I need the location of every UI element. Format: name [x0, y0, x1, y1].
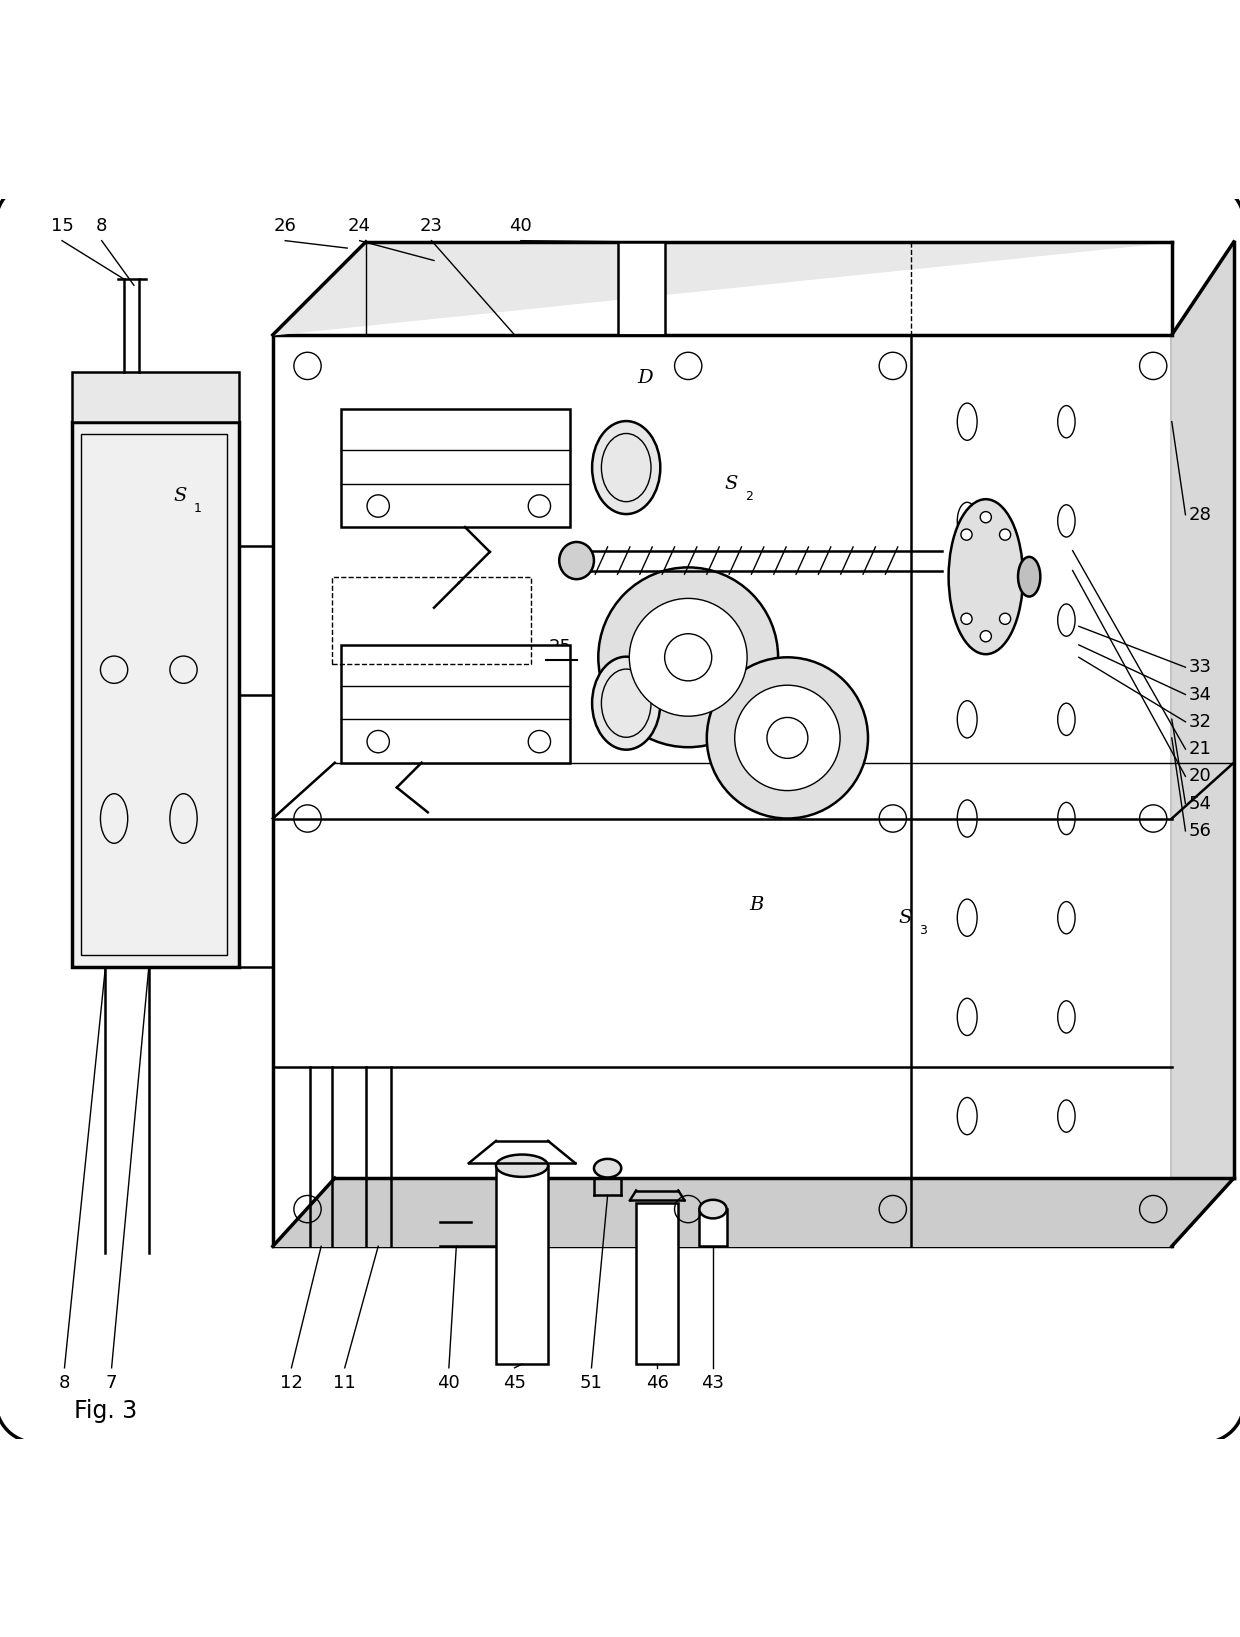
Text: 28: 28 [1189, 506, 1211, 524]
Ellipse shape [367, 494, 389, 517]
Polygon shape [1172, 242, 1234, 1246]
Text: 54: 54 [1189, 794, 1211, 812]
Ellipse shape [593, 656, 661, 750]
Bar [341, 409, 570, 527]
Text: 51: 51 [580, 1373, 603, 1391]
Bar [496, 1166, 548, 1364]
Bar [618, 242, 665, 336]
Text: D: D [637, 370, 652, 388]
Text: 15: 15 [51, 216, 73, 234]
Text: S: S [899, 909, 911, 927]
Bar [332, 576, 531, 663]
Text: S: S [174, 488, 186, 506]
Text: Fig. 3: Fig. 3 [74, 1400, 138, 1423]
Ellipse shape [1018, 557, 1040, 596]
Text: 45: 45 [503, 1373, 526, 1391]
Text: B: B [749, 897, 764, 915]
Text: 40: 40 [510, 216, 532, 234]
Polygon shape [273, 1179, 1234, 1246]
Text: 34: 34 [1189, 686, 1211, 704]
Text: 8: 8 [58, 1373, 71, 1391]
Ellipse shape [949, 499, 1023, 655]
Ellipse shape [980, 512, 992, 522]
Ellipse shape [528, 494, 551, 517]
Ellipse shape [528, 730, 551, 753]
Text: 40: 40 [438, 1373, 460, 1391]
Ellipse shape [961, 529, 972, 540]
Ellipse shape [496, 1154, 548, 1177]
Text: 56: 56 [1189, 822, 1211, 840]
Ellipse shape [559, 542, 594, 579]
Bar [273, 336, 1172, 1246]
Text: 23: 23 [420, 216, 443, 234]
Bar [72, 372, 239, 422]
Text: 7: 7 [105, 1373, 118, 1391]
Bar [341, 645, 570, 763]
Text: 32: 32 [1189, 712, 1211, 730]
Text: 21: 21 [1189, 740, 1211, 758]
Text: 12: 12 [280, 1373, 303, 1391]
Bar [72, 422, 239, 967]
Ellipse shape [999, 529, 1011, 540]
Text: 20: 20 [1189, 768, 1211, 786]
Ellipse shape [593, 421, 661, 514]
Text: 43: 43 [702, 1373, 724, 1391]
Ellipse shape [599, 568, 779, 746]
Text: 8: 8 [95, 216, 108, 234]
Text: 2: 2 [745, 489, 753, 503]
Ellipse shape [367, 730, 389, 753]
Ellipse shape [734, 686, 841, 791]
Text: 26: 26 [274, 216, 296, 234]
Text: 3: 3 [919, 923, 926, 936]
Ellipse shape [630, 599, 746, 717]
Ellipse shape [699, 1200, 727, 1218]
Text: 24: 24 [348, 216, 371, 234]
Polygon shape [273, 242, 1172, 336]
Ellipse shape [594, 1159, 621, 1177]
Bar [81, 434, 227, 954]
Ellipse shape [961, 614, 972, 624]
Text: S: S [725, 475, 738, 493]
Ellipse shape [999, 614, 1011, 624]
Ellipse shape [980, 630, 992, 642]
Text: 1: 1 [193, 503, 201, 516]
Ellipse shape [707, 658, 868, 818]
Bar [699, 1210, 727, 1246]
Text: 33: 33 [1189, 658, 1211, 676]
Text: 11: 11 [334, 1373, 356, 1391]
Bar [636, 1203, 678, 1364]
FancyBboxPatch shape [0, 180, 1240, 1445]
Text: 25: 25 [549, 638, 572, 656]
Text: 46: 46 [646, 1373, 668, 1391]
